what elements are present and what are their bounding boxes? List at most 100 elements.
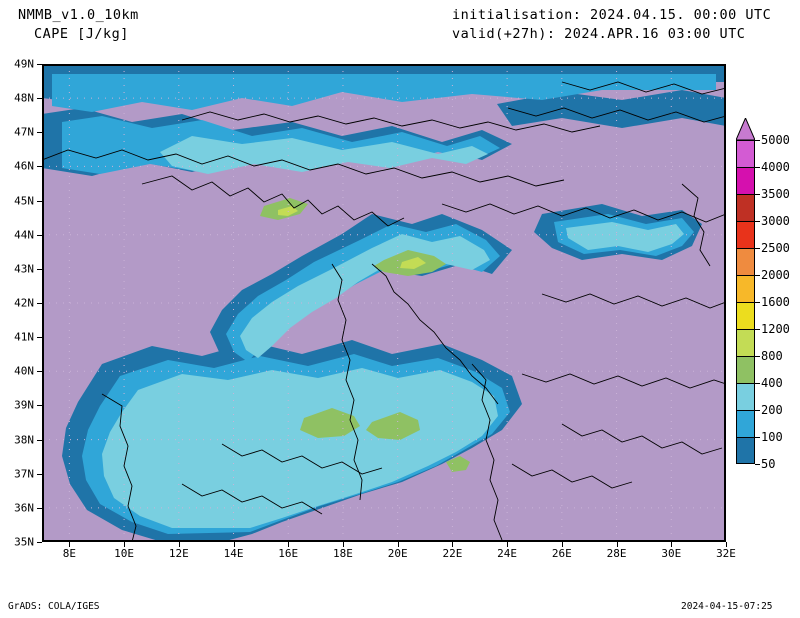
- y-axis-label: 47N: [14, 125, 34, 139]
- x-axis-label: 16E: [278, 547, 299, 560]
- colorbar-label: 400: [761, 376, 783, 390]
- y-axis-tick: [37, 439, 42, 441]
- y-axis-tick: [37, 405, 42, 407]
- colorbar-tick: [755, 140, 760, 141]
- coastline-path: [511, 463, 633, 489]
- colorbar-segment[interactable]: [736, 329, 755, 356]
- colorbar-tick: [755, 167, 760, 168]
- y-axis-tick: [37, 132, 42, 134]
- x-axis-tick: [616, 542, 618, 547]
- y-axis-label: 37N: [14, 467, 34, 481]
- y-axis-tick: [37, 64, 42, 65]
- coastline-path: [561, 423, 723, 455]
- colorbar-label: 200: [761, 403, 783, 417]
- colorbar-segment[interactable]: [736, 167, 755, 194]
- x-axis-tick: [233, 542, 235, 547]
- y-axis-tick: [37, 166, 42, 168]
- x-axis-label: 32E: [716, 547, 736, 560]
- colorbar-label: 4000: [761, 160, 790, 174]
- y-axis-tick: [37, 268, 42, 270]
- cape-contour-fills: [42, 64, 726, 542]
- colorbar[interactable]: [736, 140, 755, 464]
- coastline-path: [561, 81, 726, 95]
- colorbar-tick: [755, 329, 760, 330]
- coastline-path: [521, 373, 726, 389]
- y-axis-label: 45N: [14, 194, 34, 208]
- x-axis-label: 12E: [168, 547, 189, 560]
- x-axis-label: 22E: [442, 547, 463, 560]
- y-axis-label: 43N: [14, 262, 34, 276]
- y-axis-tick: [37, 303, 42, 304]
- x-axis-tick: [69, 542, 71, 547]
- x-axis-tick: [452, 542, 454, 547]
- coastline-path: [181, 111, 601, 133]
- y-axis-tick: [37, 98, 42, 100]
- coastline-path: [371, 263, 499, 405]
- y-axis-tick: [37, 234, 42, 236]
- y-axis-label: 36N: [14, 501, 34, 515]
- colorbar-label: 100: [761, 430, 783, 444]
- coastline-path: [331, 263, 363, 501]
- colorbar-segment[interactable]: [736, 356, 755, 383]
- colorbar-segment[interactable]: [736, 140, 755, 167]
- colorbar-tick: [755, 302, 760, 303]
- x-axis-tick: [726, 542, 727, 547]
- y-axis-tick: [37, 337, 42, 339]
- colorbar-tick: [755, 437, 760, 438]
- colorbar-tick: [755, 221, 760, 222]
- coastline-borders: [42, 81, 726, 542]
- y-axis-label: 40N: [14, 364, 34, 378]
- x-axis-tick: [507, 542, 509, 547]
- initialisation-time: initialisation: 2024.04.15. 00:00 UTC: [452, 7, 772, 23]
- colorbar-segment[interactable]: [736, 248, 755, 275]
- colorbar-segment[interactable]: [736, 410, 755, 437]
- y-axis-tick: [37, 200, 42, 202]
- coastline-path: [101, 393, 137, 542]
- coastline-path: [141, 175, 405, 227]
- cape-map-plot: [42, 64, 726, 542]
- x-axis-label: 10E: [114, 547, 135, 560]
- colorbar-tick: [755, 410, 760, 411]
- y-axis-tick: [37, 542, 42, 543]
- colorbar-segment[interactable]: [736, 275, 755, 302]
- coastline-path: [441, 203, 726, 223]
- colorbar-segment[interactable]: [736, 302, 755, 329]
- colorbar-label: 3000: [761, 214, 790, 228]
- coastline-path: [181, 483, 323, 515]
- x-axis-label: 18E: [333, 547, 353, 560]
- x-axis-tick: [342, 542, 344, 547]
- y-axis-label: 39N: [14, 398, 34, 412]
- footer-credit: GrADS: COLA/IGES: [8, 601, 100, 612]
- colorbar-tick: [755, 383, 760, 384]
- colorbar-label: 800: [761, 349, 783, 363]
- x-axis-tick: [397, 542, 399, 547]
- x-axis-label: 24E: [497, 547, 518, 560]
- x-axis-label: 8E: [62, 547, 76, 560]
- colorbar-segment[interactable]: [736, 221, 755, 248]
- x-axis-label: 30E: [661, 547, 682, 560]
- y-axis-label: 48N: [14, 91, 34, 105]
- x-axis-label: 26E: [551, 547, 572, 560]
- x-axis-tick: [671, 542, 673, 547]
- y-axis-tick: [37, 371, 42, 373]
- x-axis-tick: [288, 542, 290, 547]
- colorbar-segment[interactable]: [736, 383, 755, 410]
- colorbar-label: 50: [761, 457, 776, 471]
- colorbar-arrow-svg: [736, 118, 755, 140]
- colorbar-label: 1600: [761, 295, 790, 309]
- y-axis-tick: [37, 473, 42, 475]
- colorbar-tick: [755, 248, 760, 249]
- colorbar-label: 2500: [761, 241, 790, 255]
- x-axis-label: 28E: [606, 547, 627, 560]
- colorbar-tick: [755, 464, 760, 465]
- y-axis-label: 49N: [14, 57, 34, 71]
- y-axis-label: 46N: [14, 159, 34, 173]
- colorbar-tick: [755, 194, 760, 195]
- colorbar-segment[interactable]: [736, 194, 755, 221]
- coastline-path: [681, 183, 711, 267]
- y-axis-label: 35N: [14, 535, 34, 549]
- y-axis-label: 44N: [14, 228, 34, 242]
- valid-time: valid(+27h): 2024.APR.16 03:00 UTC: [452, 26, 746, 42]
- colorbar-segment[interactable]: [736, 437, 755, 464]
- coastline-path: [541, 293, 726, 309]
